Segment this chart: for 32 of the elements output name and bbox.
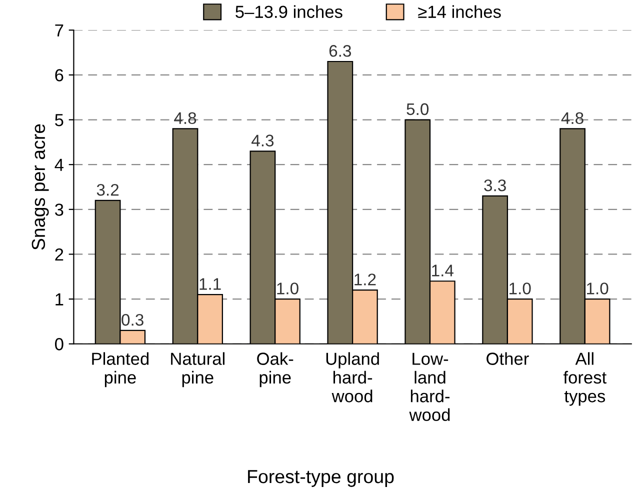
x-tick-label: Low- land hard- wood [409,352,450,422]
data-label: 3.2 [96,184,119,196]
x-tick-label: Other [486,352,529,365]
x-tick-label: Oak- pine [257,352,294,388]
x-tick-label: All forest types [563,352,606,406]
data-label: 4.8 [561,112,584,124]
y-tick-label: 7 [55,24,64,36]
data-label: 0.3 [122,314,144,326]
y-tick-label: 4 [54,158,64,171]
data-label: 1.1 [200,278,221,290]
data-label: 5.0 [406,103,429,116]
legend-label: ≥14 inches [418,5,501,18]
data-label: 1.2 [354,274,376,286]
data-label: 1.0 [277,282,298,294]
x-axis-title: Forest-type group [248,470,394,487]
data-label: 6.3 [329,45,352,57]
x-tick-label: Natural pine [171,352,224,388]
y-tick-label: 3 [55,204,64,216]
y-axis-title: Snags per acre [32,124,49,250]
y-tick-label: 6 [55,69,64,82]
data-label: 1.0 [510,282,531,294]
data-label: 3.3 [484,179,506,192]
legend-label: 5–13.9 inches [236,5,342,18]
x-tick-label: Planted pine [92,352,149,388]
data-label: 4.3 [252,134,274,146]
data-label: 1.0 [586,282,608,294]
y-tick-label: 1 [56,293,64,306]
y-tick-label: 5 [55,114,64,126]
y-tick-label: 2 [55,248,64,261]
y-tick-label: 0 [55,338,64,350]
data-label: 1.4 [432,264,454,276]
x-tick-label: Upland hard- wood [326,352,379,402]
